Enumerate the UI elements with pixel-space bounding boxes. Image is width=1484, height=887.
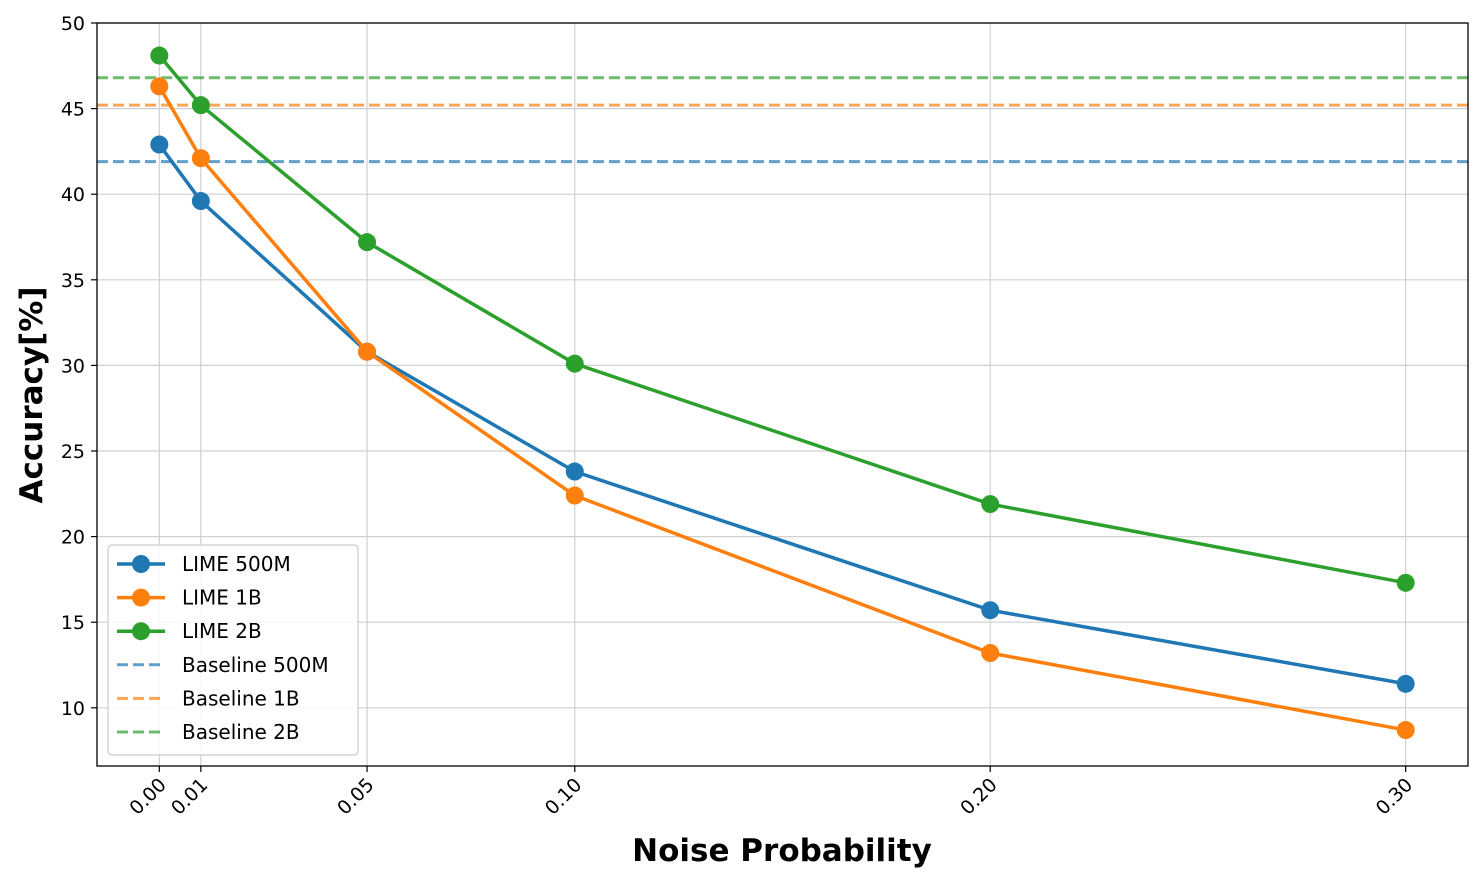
data-point bbox=[1396, 573, 1415, 592]
y-axis-ticks: 10 15 20 25 30 35 40 45 50 bbox=[61, 13, 97, 720]
y-tick-label: 30 bbox=[61, 355, 85, 377]
data-point bbox=[1396, 721, 1415, 740]
legend-marker bbox=[132, 588, 150, 607]
legend-box bbox=[107, 544, 359, 756]
y-tick-label: 40 bbox=[61, 184, 85, 206]
legend-marker bbox=[132, 622, 150, 641]
data-point bbox=[565, 462, 584, 481]
x-axis-label: Noise Probability bbox=[632, 833, 932, 869]
legend: LIME 500M LIME 1B LIME 2B Baseline 500M Base… bbox=[107, 544, 359, 756]
x-tick-label: 0.30 bbox=[1372, 774, 1417, 819]
data-point bbox=[191, 149, 210, 168]
data-point bbox=[150, 77, 169, 96]
data-point bbox=[565, 486, 584, 505]
x-tick-label: 0.05 bbox=[333, 774, 378, 819]
series-line bbox=[157, 54, 1407, 585]
x-axis-ticks: 0.000.01 0.05 0.10 0.20 0.30 bbox=[125, 766, 1417, 819]
y-tick-label: 20 bbox=[61, 527, 85, 549]
data-point bbox=[981, 644, 1000, 663]
series-line bbox=[157, 85, 1407, 732]
x-tick-label: 0.00 bbox=[125, 774, 170, 819]
series-lines bbox=[150, 46, 1415, 740]
data-point bbox=[150, 135, 169, 154]
x-tick-label: 0.01 bbox=[167, 774, 212, 819]
y-tick-label: 45 bbox=[61, 99, 85, 121]
data-point bbox=[981, 495, 1000, 514]
data-point bbox=[1396, 674, 1415, 693]
legend-label: LIME 2B bbox=[182, 619, 262, 643]
legend-label: LIME 500M bbox=[182, 552, 291, 576]
y-axis-label: Accuracy[%] bbox=[14, 287, 50, 504]
x-tick-label: 0.20 bbox=[956, 774, 1001, 819]
grid bbox=[97, 22, 1468, 766]
legend-label: Baseline 500M bbox=[182, 653, 329, 677]
legend-label: Baseline 1B bbox=[182, 686, 300, 710]
baselines bbox=[97, 76, 1468, 164]
y-tick-label: 25 bbox=[61, 441, 85, 463]
data-point bbox=[191, 192, 210, 211]
plot-frame bbox=[96, 22, 1469, 767]
data-point bbox=[358, 233, 377, 252]
series-line bbox=[157, 143, 1406, 686]
y-tick-label: 50 bbox=[61, 13, 85, 35]
data-point bbox=[191, 96, 210, 115]
data-point bbox=[565, 354, 584, 373]
data-point bbox=[358, 342, 377, 361]
y-tick-label: 10 bbox=[61, 698, 85, 720]
x-tick-label: 0.10 bbox=[541, 774, 586, 819]
y-tick-label: 15 bbox=[61, 612, 85, 634]
legend-label: LIME 1B bbox=[182, 586, 262, 610]
y-tick-label: 35 bbox=[61, 270, 85, 292]
legend-marker bbox=[132, 555, 150, 573]
data-point bbox=[981, 601, 1000, 620]
data-point bbox=[150, 46, 169, 65]
legend-label: Baseline 2B bbox=[182, 720, 300, 744]
